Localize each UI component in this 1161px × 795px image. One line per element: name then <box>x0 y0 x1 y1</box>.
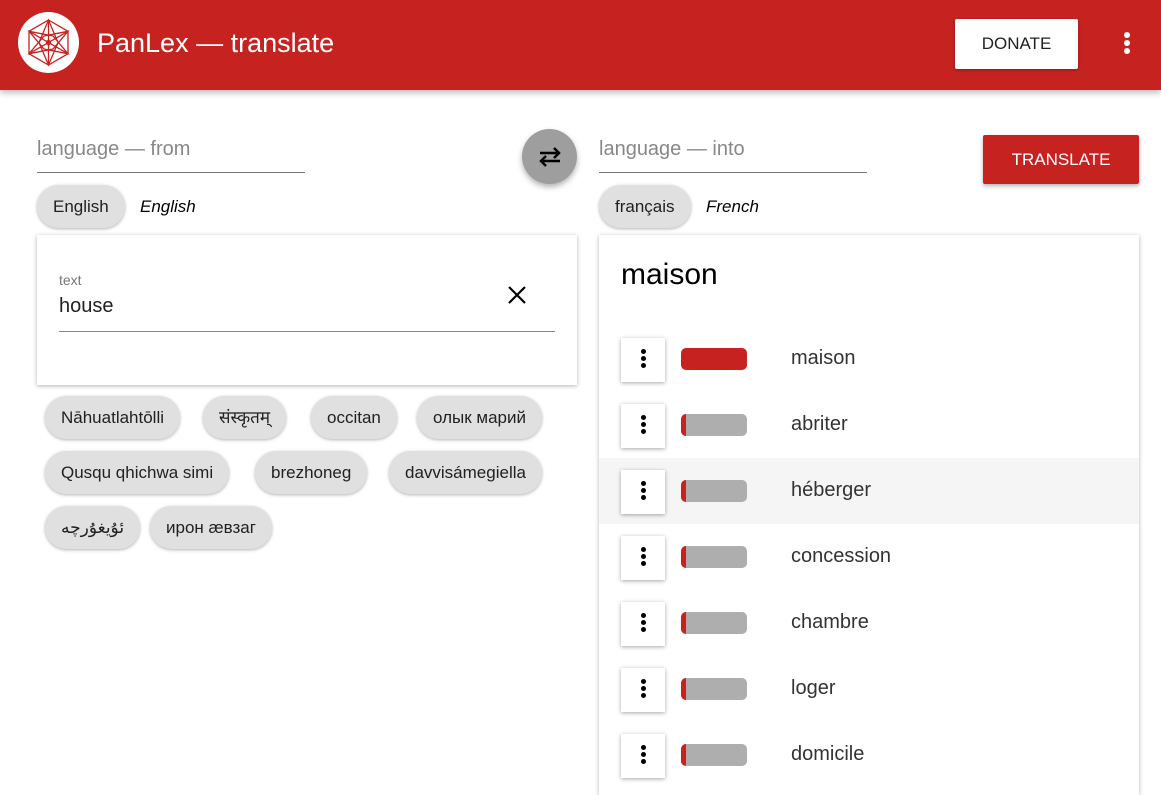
results-title: maison <box>621 258 718 291</box>
close-icon[interactable] <box>505 283 529 307</box>
result-row[interactable]: maison <box>599 326 1139 392</box>
result-word[interactable]: concession <box>791 545 892 567</box>
score-bar-fill <box>681 414 687 436</box>
result-row[interactable]: abriter <box>599 392 1139 458</box>
score-bar <box>681 612 747 634</box>
text-input-card: text house <box>37 235 577 385</box>
language-suggestion-chip[interactable]: олык марий <box>417 396 542 439</box>
language-suggestion-chip[interactable]: occitan <box>311 396 397 439</box>
into-language-chip[interactable]: français <box>599 185 691 228</box>
app-header: PanLex — translate DONATE <box>0 0 1161 90</box>
more-vert-icon[interactable] <box>621 734 665 778</box>
more-vert-icon[interactable] <box>621 404 665 448</box>
result-word[interactable]: domicile <box>791 743 865 765</box>
language-suggestion-chip[interactable]: संस्कृतम् <box>203 396 287 439</box>
score-bar-fill <box>681 348 747 370</box>
result-word[interactable]: loger <box>791 677 836 699</box>
language-suggestion-chip[interactable]: ирон æвзаг <box>150 506 272 549</box>
language-suggestion-chip[interactable]: Qusqu qhichwa simi <box>45 451 230 494</box>
score-bar-fill <box>681 546 687 568</box>
into-language-name: French <box>706 197 759 216</box>
score-bar <box>681 480 747 502</box>
score-bar <box>681 744 747 766</box>
language-suggestion-chip[interactable]: davvisámegiella <box>389 451 542 494</box>
score-bar <box>681 348 747 370</box>
score-bar-fill <box>681 480 687 502</box>
more-vert-icon[interactable] <box>621 536 665 580</box>
more-vert-icon[interactable] <box>1116 30 1138 60</box>
language-suggestion-chip[interactable]: ئۇيغۇرچە <box>45 506 141 549</box>
more-vert-icon[interactable] <box>621 668 665 712</box>
more-vert-icon[interactable] <box>621 338 665 382</box>
result-word[interactable]: maison <box>791 347 856 369</box>
panlex-logo-icon <box>18 12 79 73</box>
result-row[interactable]: concession <box>599 524 1139 590</box>
more-vert-icon[interactable] <box>621 602 665 646</box>
result-word[interactable]: héberger <box>791 479 872 501</box>
results-card: maison maison abriter héberger concessio… <box>599 235 1139 795</box>
text-field-underline <box>59 331 555 332</box>
text-field[interactable]: house <box>59 295 114 317</box>
result-row[interactable]: domicile <box>599 722 1139 788</box>
result-word[interactable]: chambre <box>791 611 869 633</box>
swap-icon <box>538 146 561 167</box>
from-language-chip[interactable]: English <box>37 185 125 228</box>
score-bar-fill <box>681 678 687 700</box>
language-from-input[interactable]: language — from <box>37 136 305 173</box>
more-vert-icon[interactable] <box>621 470 665 514</box>
score-bar <box>681 414 747 436</box>
score-bar <box>681 678 747 700</box>
translate-button[interactable]: TRANSLATE <box>983 135 1139 184</box>
text-field-label: text <box>59 272 82 288</box>
score-bar-fill <box>681 744 687 766</box>
score-bar-fill <box>681 612 687 634</box>
swap-languages-button[interactable] <box>522 129 577 184</box>
score-bar <box>681 546 747 568</box>
result-row[interactable]: chambre <box>599 590 1139 656</box>
language-suggestion-chip[interactable]: brezhoneg <box>255 451 368 494</box>
language-into-input[interactable]: language — into <box>599 136 867 173</box>
donate-button[interactable]: DONATE <box>955 19 1078 69</box>
result-word[interactable]: abriter <box>791 413 848 435</box>
result-row[interactable]: loger <box>599 656 1139 722</box>
app-title: PanLex — translate <box>97 28 335 58</box>
from-language-name: English <box>140 197 196 216</box>
result-row[interactable]: héberger <box>599 458 1139 524</box>
language-suggestion-chip[interactable]: Nāhuatlahtōlli <box>45 396 181 439</box>
